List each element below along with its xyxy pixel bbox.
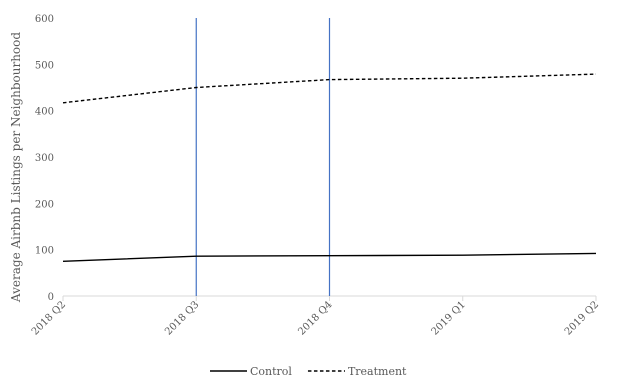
legend-item-treatment: Treatment [307,365,407,378]
y-tick-label: 400 [35,107,54,118]
series-line-control [62,252,597,262]
vertical-markers [195,18,331,296]
x-tick-label: 2018 Q3 [163,299,201,337]
y-tick-label: 100 [35,246,54,257]
y-tick-label: 600 [35,14,54,25]
axes [62,295,597,301]
series-line-treatment [62,73,597,104]
y-tick-label: 500 [35,60,54,71]
y-tick-label: 300 [35,153,54,164]
x-tick-labels: 2018 Q2 2018 Q3 2018 Q4 2019 Q1 2019 Q2 [30,299,601,337]
y-tick-label: 0 [48,292,54,303]
legend-item-control: Control [210,365,292,378]
series-lines [62,73,597,262]
y-tick-label: 200 [35,199,54,210]
x-tick-label: 2018 Q4 [296,299,334,337]
y-tick-labels: 0 100 200 300 400 500 600 [35,14,54,303]
x-tick-label: 2019 Q1 [430,299,468,337]
legend-label: Control [250,365,292,378]
x-tick-label: 2019 Q2 [563,299,601,337]
legend-label: Treatment [348,365,407,378]
x-tick-label: 2018 Q2 [30,299,68,337]
legend: Control Treatment [210,365,407,378]
y-axis-title: Average Airbnb Listings per Neighbourhoo… [9,32,23,303]
